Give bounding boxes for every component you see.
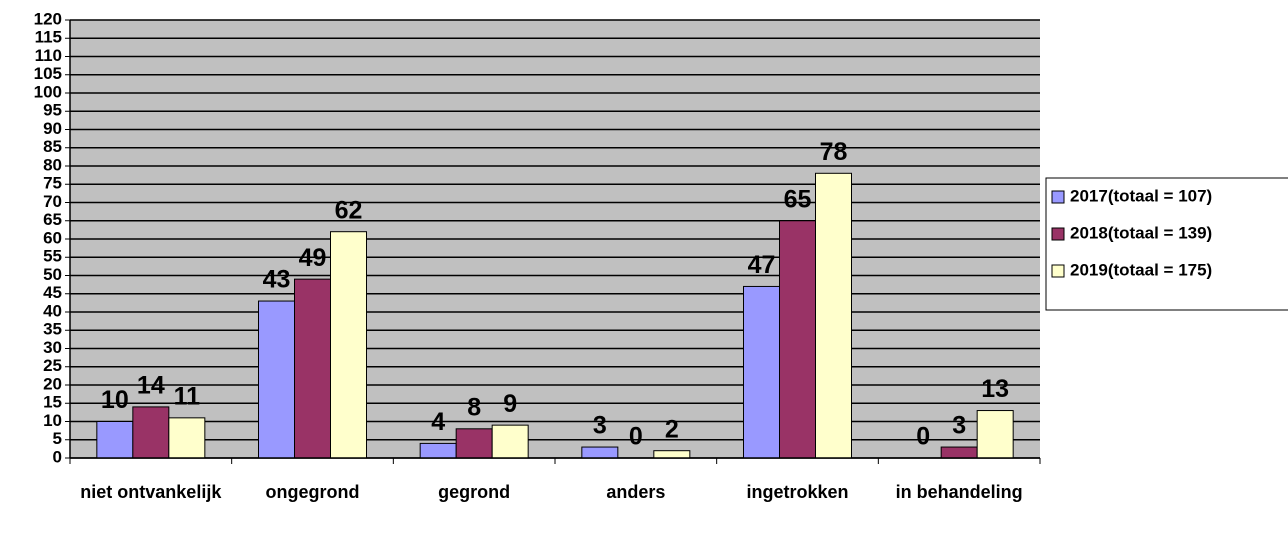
x-tick-label: in behandeling bbox=[895, 482, 1023, 502]
y-tick-label: 45 bbox=[43, 283, 62, 302]
y-tick-label: 110 bbox=[35, 46, 62, 65]
value-label: 47 bbox=[748, 251, 776, 279]
value-label: 11 bbox=[174, 382, 201, 410]
y-tick-label: 55 bbox=[43, 247, 62, 266]
bar bbox=[294, 278, 331, 459]
y-tick-label: 40 bbox=[43, 301, 62, 320]
y-tick-label: 80 bbox=[43, 155, 62, 174]
x-tick-label: anders bbox=[606, 482, 666, 502]
bar bbox=[779, 220, 816, 459]
value-label: 8 bbox=[467, 393, 481, 421]
y-tick-label: 120 bbox=[34, 9, 62, 28]
y-tick-label: 115 bbox=[35, 28, 62, 47]
legend-label: 2019(totaal = 175) bbox=[1070, 260, 1212, 279]
bar bbox=[491, 424, 529, 459]
bar bbox=[976, 410, 1014, 459]
x-tick-label: ongegrond bbox=[265, 482, 360, 502]
bar bbox=[168, 417, 206, 459]
legend-swatch bbox=[1051, 264, 1065, 278]
x-tick-label: niet ontvankelijk bbox=[80, 482, 222, 502]
legend-box bbox=[1045, 177, 1288, 311]
value-label: 0 bbox=[629, 423, 643, 451]
legend-swatch bbox=[1051, 190, 1065, 204]
y-tick-label: 5 bbox=[53, 429, 62, 448]
value-label: 4 bbox=[431, 408, 445, 436]
value-label: 65 bbox=[784, 185, 812, 213]
legend-label: 2017(totaal = 107) bbox=[1070, 186, 1212, 205]
y-tick-label: 35 bbox=[43, 320, 62, 339]
value-label: 10 bbox=[101, 386, 129, 414]
bar bbox=[743, 285, 780, 459]
bar bbox=[132, 406, 170, 459]
bar bbox=[455, 428, 493, 459]
y-tick-label: 10 bbox=[43, 411, 62, 430]
bar bbox=[419, 442, 457, 459]
y-tick-label: 20 bbox=[43, 374, 62, 393]
value-label: 49 bbox=[299, 244, 327, 272]
bar bbox=[653, 450, 691, 459]
y-tick-label: 70 bbox=[43, 192, 62, 211]
value-label: 3 bbox=[593, 412, 607, 440]
value-label: 3 bbox=[952, 412, 966, 440]
y-tick-label: 60 bbox=[43, 228, 62, 247]
value-label: 13 bbox=[981, 375, 1009, 403]
x-tick-label: gegrond bbox=[438, 482, 511, 502]
bar bbox=[258, 300, 295, 459]
y-tick-label: 25 bbox=[43, 356, 62, 375]
y-tick-label: 30 bbox=[43, 338, 62, 357]
bar bbox=[96, 421, 134, 459]
y-tick-label: 105 bbox=[34, 64, 62, 83]
value-label: 78 bbox=[820, 138, 848, 166]
value-label: 43 bbox=[263, 266, 291, 294]
legend-swatch bbox=[1051, 227, 1065, 241]
value-label: 0 bbox=[916, 423, 930, 451]
bar bbox=[330, 231, 367, 459]
y-tick-label: 50 bbox=[43, 265, 62, 284]
y-tick-label: 90 bbox=[43, 119, 62, 138]
y-tick-label: 65 bbox=[43, 210, 62, 229]
value-label: 62 bbox=[335, 196, 363, 224]
bar bbox=[815, 172, 852, 459]
y-tick-label: 85 bbox=[43, 137, 62, 156]
y-tick-label: 0 bbox=[53, 447, 62, 466]
y-tick-label: 75 bbox=[43, 174, 62, 193]
bar bbox=[581, 446, 619, 459]
value-label: 2 bbox=[665, 415, 679, 443]
x-tick-label: ingetrokken bbox=[746, 482, 849, 502]
y-tick-label: 15 bbox=[43, 393, 62, 412]
bar bbox=[940, 446, 978, 459]
y-tick-label: 95 bbox=[43, 101, 62, 120]
y-tick-label: 100 bbox=[34, 82, 62, 101]
value-label: 14 bbox=[137, 372, 165, 400]
legend-label: 2018(totaal = 139) bbox=[1070, 223, 1212, 242]
value-label: 9 bbox=[503, 390, 517, 418]
